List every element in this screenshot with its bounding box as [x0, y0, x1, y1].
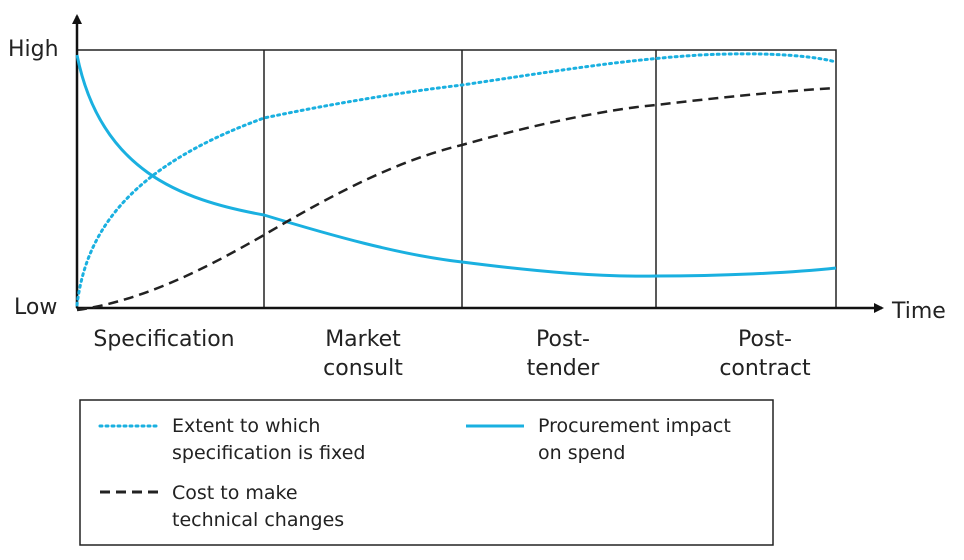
procurement-impact-curve [75, 54, 837, 278]
phase-label: Post- [536, 327, 590, 352]
phase-label: Post- [738, 327, 792, 352]
legend-text: Cost to make [172, 482, 298, 504]
legend-text: Procurement impact [538, 415, 731, 437]
legend-text: on spend [538, 442, 625, 464]
phase-label: consult [323, 356, 403, 381]
y-low-label: Low [14, 295, 57, 320]
phase-label: tender [527, 356, 601, 381]
y-high-label: High [8, 37, 59, 62]
legend-text: Extent to which [172, 415, 320, 437]
legend-box [79, 399, 774, 546]
legend: Extent to which specification is fixed P… [79, 399, 774, 546]
x-axis-label: Time [891, 299, 946, 324]
phase-label: Specification [93, 327, 234, 352]
phase-label: contract [719, 356, 811, 381]
change-cost-curve [76, 86, 837, 312]
plot-frame [76, 49, 837, 309]
legend-text: specification is fixed [172, 442, 365, 464]
specification-fixed-curve [75, 52, 838, 307]
legend-text: technical changes [172, 509, 344, 531]
phase-label: Market [325, 327, 401, 352]
